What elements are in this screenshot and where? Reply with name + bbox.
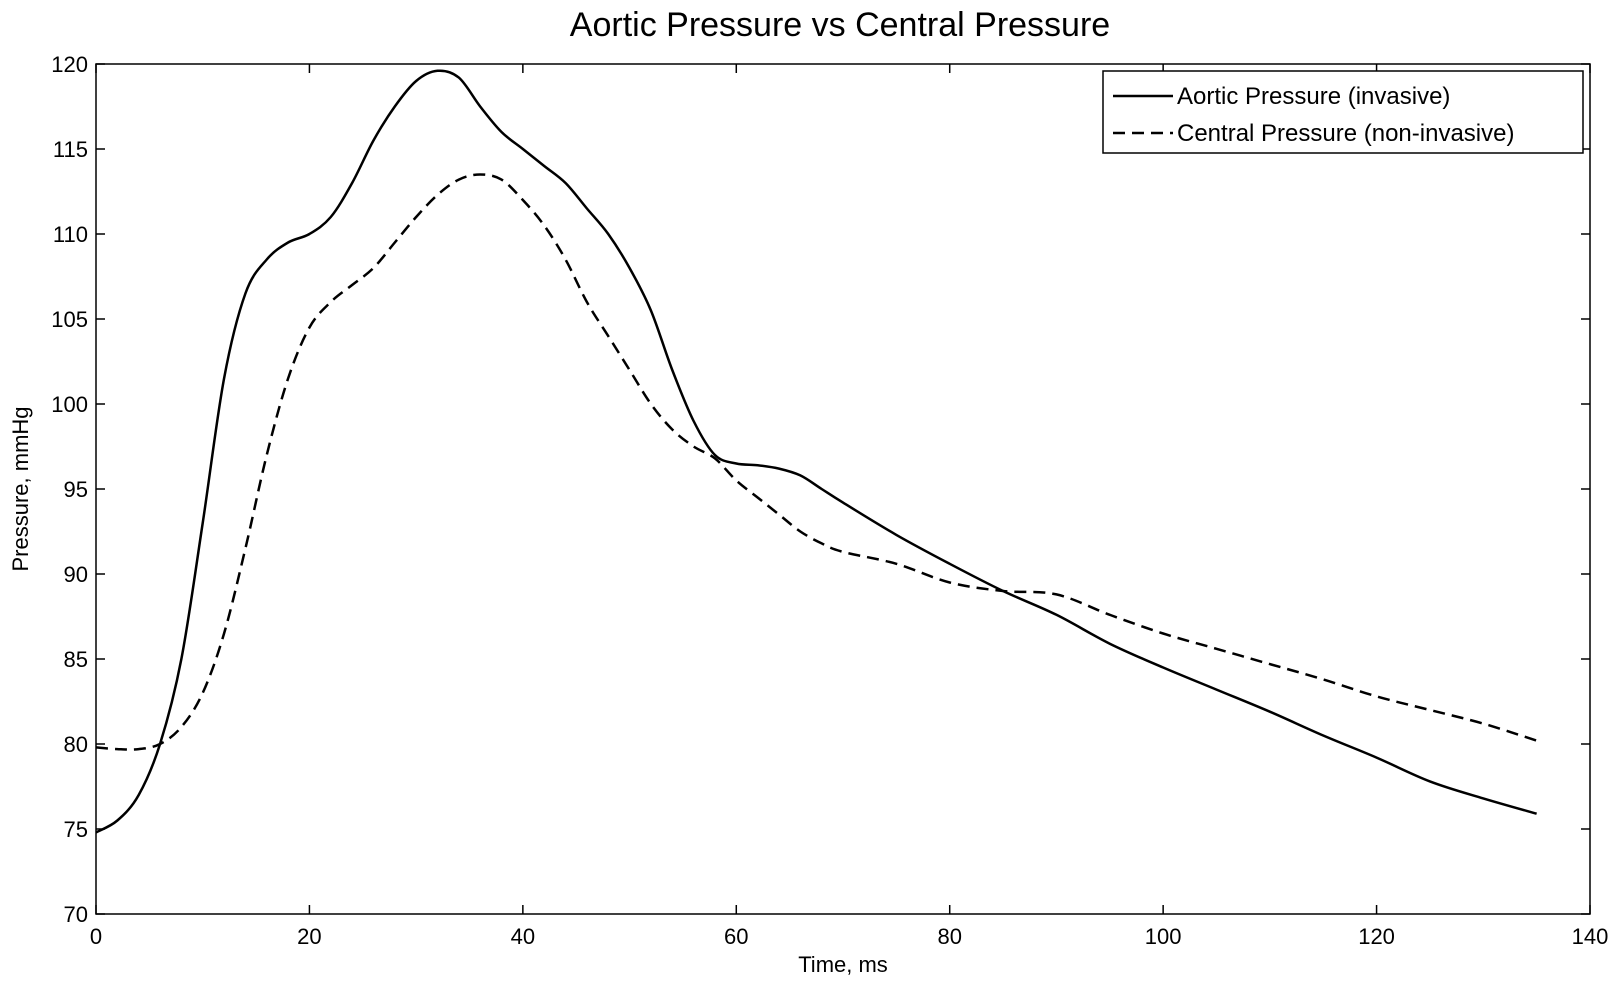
y-tick-label: 100 — [51, 392, 88, 417]
legend: Aortic Pressure (invasive) Central Press… — [1102, 70, 1584, 154]
x-tick-label: 120 — [1358, 924, 1395, 949]
y-tick-label: 105 — [51, 307, 88, 332]
y-axis-label: Pressure, mmHg — [8, 406, 33, 571]
y-tick-label: 110 — [53, 222, 88, 247]
axis-ticks: 0 20 40 60 80 100 120 140 70 75 80 85 90 95 100 105 110 1… — [51, 52, 1608, 949]
x-tick-label: 60 — [724, 924, 748, 949]
y-tick-label: 75 — [64, 817, 88, 842]
y-tick-label: 115 — [53, 137, 88, 162]
aortic-pressure-line — [95, 69, 1537, 834]
x-tick-label: 0 — [90, 924, 102, 949]
y-tick-label: 95 — [64, 477, 88, 502]
x-tick-label: 140 — [1572, 924, 1609, 949]
y-tick-label: 85 — [64, 647, 88, 672]
x-tick-label: 80 — [937, 924, 961, 949]
x-tick-label: 40 — [511, 924, 535, 949]
y-tick-label: 70 — [64, 902, 88, 927]
y-tick-label: 80 — [64, 732, 88, 757]
chart-title: Aortic Pressure vs Central Pressure — [570, 6, 1110, 44]
axes-frame — [95, 63, 1591, 915]
central-pressure-line — [95, 173, 1538, 751]
legend-label-aortic: Aortic Pressure (invasive) — [1177, 83, 1450, 110]
y-tick-label: 120 — [51, 52, 88, 77]
x-tick-label: 20 — [297, 924, 321, 949]
legend-box — [1102, 70, 1584, 154]
x-axis-label: Time, ms — [798, 952, 888, 977]
plot-area — [95, 69, 1538, 834]
x-tick-label: 100 — [1145, 924, 1182, 949]
y-tick-label: 90 — [64, 562, 88, 587]
legend-label-central: Central Pressure (non-invasive) — [1177, 120, 1514, 147]
